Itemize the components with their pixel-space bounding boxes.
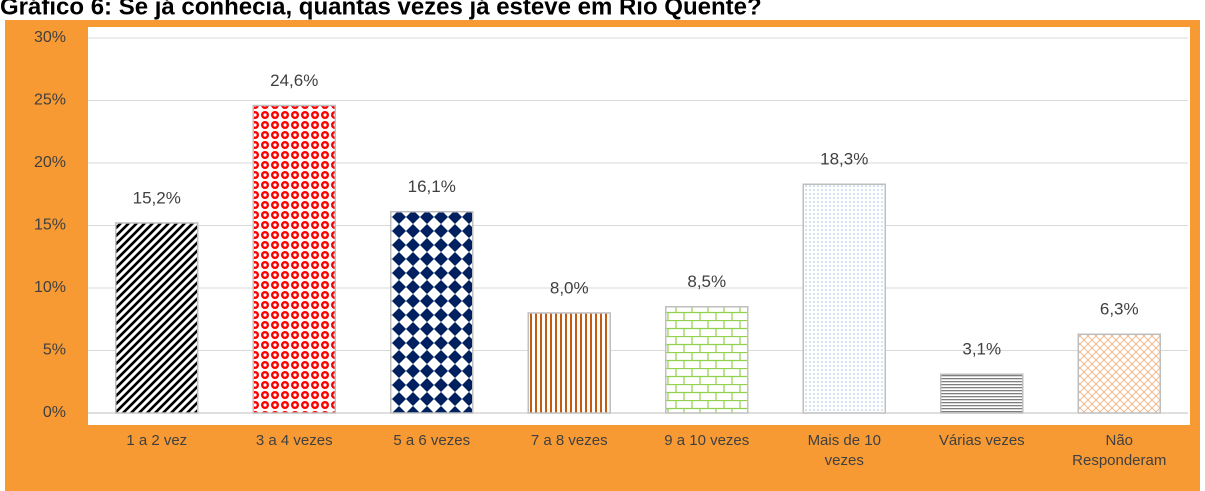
x-tick-label: 7 a 8 vezes [530, 432, 608, 449]
data-label: 24,6% [270, 71, 318, 90]
data-label: 6,3% [1100, 300, 1139, 319]
y-tick-label: 30% [34, 29, 66, 46]
x-tick-label: Várias vezes [938, 432, 1025, 449]
y-tick-label: 25% [34, 92, 66, 109]
bar [665, 306, 749, 414]
data-label: 8,5% [687, 272, 726, 291]
bar [802, 183, 886, 414]
y-tick-label: 0% [43, 404, 66, 421]
x-tick-label: 1 a 2 vez [126, 432, 188, 449]
x-tick-label: 5 a 6 vezes [393, 432, 471, 449]
bar [940, 373, 1024, 414]
bar [252, 104, 336, 414]
x-tick-label: 9 a 10 vezes [664, 432, 750, 449]
x-tick-label: Não Responderam [1072, 432, 1167, 469]
bar [1077, 333, 1161, 414]
data-label: 16,1% [408, 177, 456, 196]
data-label: 3,1% [962, 340, 1001, 359]
y-tick-label: 5% [43, 342, 66, 359]
chart-title: Gráfico 6: Se já conhecia, quantas vezes… [0, 0, 762, 20]
bar [390, 211, 474, 414]
bar [527, 312, 611, 414]
data-label: 8,0% [550, 278, 589, 297]
y-tick-label: 15% [34, 217, 66, 234]
y-tick-label: 20% [34, 154, 66, 171]
y-tick-label: 10% [34, 279, 66, 296]
data-label: 18,3% [820, 150, 868, 169]
x-tick-label: Mais de 10 vezes [807, 432, 881, 469]
data-label: 15,2% [133, 188, 181, 207]
bar [115, 222, 199, 414]
x-tick-label: 3 a 4 vezes [255, 432, 333, 449]
